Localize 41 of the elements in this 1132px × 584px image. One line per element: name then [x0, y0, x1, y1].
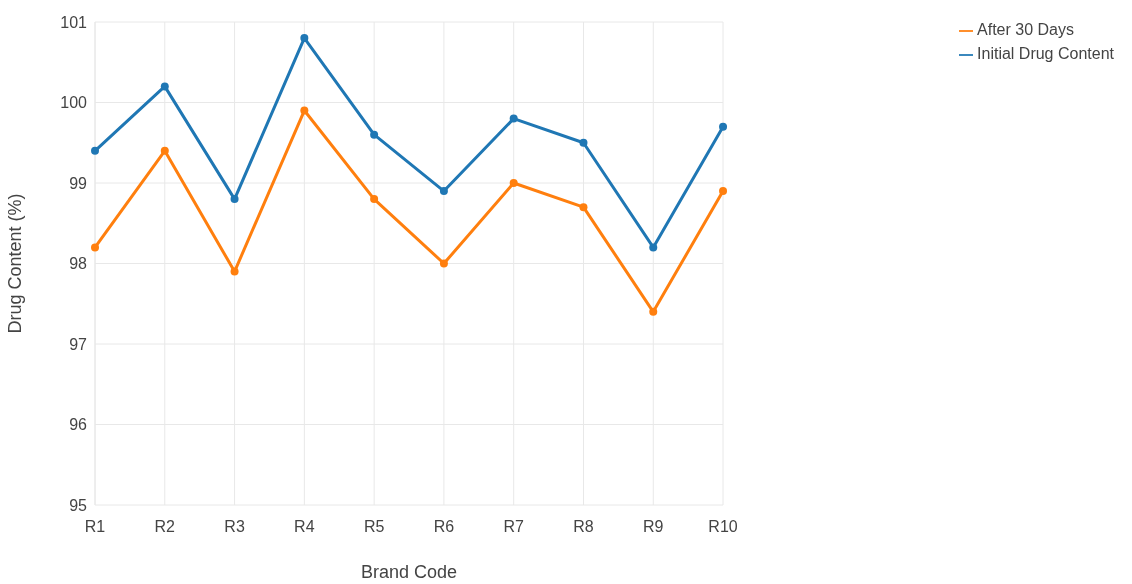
y-tick-label: 97: [69, 335, 88, 353]
point: [579, 203, 588, 212]
point: [719, 187, 728, 196]
x-tick-label: R7: [503, 518, 525, 536]
y-tick-label: 98: [69, 255, 88, 273]
y-tick-label: 100: [60, 94, 88, 112]
point: [509, 179, 518, 187]
point: [91, 146, 99, 155]
x-tick-label: R4: [294, 518, 315, 536]
point: [509, 114, 518, 123]
point: [300, 106, 309, 115]
point: [370, 130, 379, 139]
legend-label: After 30 Days: [977, 21, 1074, 38]
point: [160, 146, 169, 155]
x-tick-label: R3: [224, 518, 245, 536]
x-tick-label: R5: [363, 518, 385, 536]
point: [649, 243, 658, 252]
x-axis-title: Brand Code: [360, 562, 458, 582]
point: [579, 138, 588, 147]
point: [649, 307, 658, 316]
y-tick-label: 99: [69, 174, 88, 192]
point: [230, 195, 239, 204]
point: [439, 259, 448, 268]
x-tick-label: R8: [573, 518, 594, 536]
x-tick-label: R9: [643, 518, 664, 536]
x-tick-label: R2: [154, 518, 176, 536]
point: [91, 243, 99, 252]
y-tick-label: 101: [60, 13, 88, 31]
legend-label: Initial Drug Content: [977, 45, 1114, 62]
point: [230, 267, 239, 276]
x-tick-label: R6: [433, 518, 455, 536]
x-tick-label: R1: [84, 518, 106, 536]
point: [719, 122, 728, 131]
y-tick-label: 96: [69, 416, 88, 434]
point: [300, 34, 309, 43]
y-axis-title: Drug Content (%): [5, 193, 26, 334]
x-tick-label: R10: [708, 518, 738, 536]
point: [160, 82, 169, 91]
y-tick-label: 95: [69, 496, 88, 514]
point: [439, 187, 448, 196]
point: [370, 195, 379, 204]
